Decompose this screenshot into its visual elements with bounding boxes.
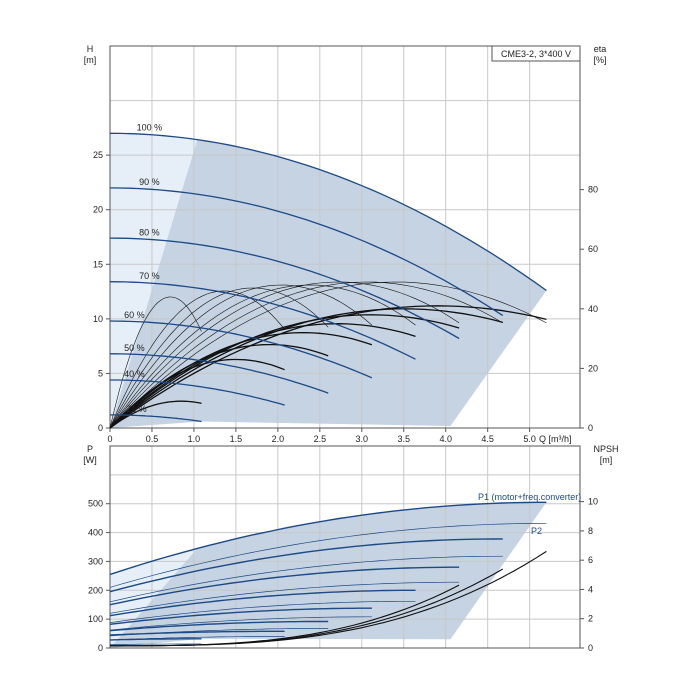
p1-series-label: P1 (motor+freq.converter) xyxy=(478,492,581,502)
p2-power-curve xyxy=(110,643,202,645)
p1-power-curve xyxy=(109,589,416,617)
total-efficiency-curve xyxy=(109,305,547,429)
p1-power-curve xyxy=(109,620,329,632)
bottom-y-left-tick-label: 200 xyxy=(88,585,103,595)
head-curve xyxy=(109,132,547,292)
top-x-tick-label: 2.5 xyxy=(314,434,327,444)
bottom-y-left-tick-label: 100 xyxy=(88,614,103,624)
p2-power-curve xyxy=(109,581,460,614)
p2-power-curve xyxy=(109,616,372,631)
top-x-tick-label: 3.0 xyxy=(356,434,369,444)
top-y-left-unit: [m] xyxy=(84,55,97,65)
p2-series-label: P2 xyxy=(531,526,542,536)
top-y-right-tick-label: 60 xyxy=(588,244,598,254)
top-y-right-tick-label: 0 xyxy=(588,423,593,433)
bottom-y-right-tick-label: 8 xyxy=(588,526,593,536)
head-curve xyxy=(110,414,202,423)
p2-power-curve xyxy=(109,600,416,623)
top-y-left-label: H xyxy=(87,44,94,54)
pump-efficiency-curve xyxy=(109,296,202,429)
top-y-left-tick-label: 5 xyxy=(98,368,103,378)
bottom-y-left-tick-label: 500 xyxy=(88,499,103,509)
bottom-y-right-tick-label: 0 xyxy=(588,643,593,653)
head-curve-label: 50 % xyxy=(124,343,145,353)
head-curve-label: 60 % xyxy=(124,310,145,320)
top-y-left-tick-label: 25 xyxy=(93,150,103,160)
top-x-tick-label: 0 xyxy=(107,434,112,444)
head-curve-label: 100 % xyxy=(137,122,163,132)
pump-efficiency-curve xyxy=(109,281,460,429)
head-efficiency-panel: 0 0.5 1.0 1.5 2.0 2.5 3.0 3.5 4.0 4.5 5.0 0 5 10 15 20 2… xyxy=(84,44,607,444)
head-curve-label: 21 % xyxy=(126,404,147,414)
pump-efficiency-curve xyxy=(109,284,373,429)
total-efficiency-curve xyxy=(109,358,285,429)
top-x-tick-label: 5.0 xyxy=(523,434,536,444)
top-x-tick-label: 0.5 xyxy=(146,434,159,444)
p1-power-curve xyxy=(109,566,460,606)
top-x-tick-label: 4.0 xyxy=(439,434,452,444)
pump-efficiency-curve xyxy=(109,287,329,429)
top-y-left-tick-label: 15 xyxy=(93,259,103,269)
head-curve xyxy=(110,379,285,406)
model-label-box: CME3-2, 3*400 V xyxy=(491,45,581,62)
bottom-y-right-tick-label: 6 xyxy=(588,555,593,565)
bottom-y-right-tick-label: 4 xyxy=(588,584,593,594)
head-curve xyxy=(109,187,504,317)
pump-efficiency-curve xyxy=(109,284,416,429)
bottom-plot-frame xyxy=(109,445,581,649)
top-x-axis-label: Q [m³/h] xyxy=(539,434,572,444)
head-curve xyxy=(109,237,460,340)
total-efficiency-curve xyxy=(109,323,416,429)
head-curve-label: 90 % xyxy=(139,177,160,187)
top-x-tick-label: 1.5 xyxy=(230,434,243,444)
head-curve xyxy=(109,281,416,360)
p1-power-curve xyxy=(109,630,285,636)
top-y-right-tick-label: 40 xyxy=(588,304,598,314)
top-y-right-tick-label: 20 xyxy=(588,363,598,373)
top-x-tick-label: 2.0 xyxy=(272,434,285,444)
bottom-y-left-tick-label: 300 xyxy=(88,556,103,566)
top-y-right-tick-label: 80 xyxy=(588,185,598,195)
top-x-tick-label: 4.5 xyxy=(481,434,494,444)
pump-efficiency-curve xyxy=(109,290,285,429)
pump-efficiency-curve xyxy=(109,281,503,429)
p2-power-curve xyxy=(109,522,547,588)
top-y-right-label: eta xyxy=(594,44,607,54)
power-range-fill xyxy=(110,502,547,648)
head-curve xyxy=(109,320,373,379)
head-curve-label: 80 % xyxy=(139,227,160,237)
npsh-curve xyxy=(110,584,460,647)
p1-power-curve xyxy=(109,607,372,625)
power-range-light-fill xyxy=(110,548,198,648)
p1-power-curve xyxy=(109,501,547,576)
bottom-y-right-label: NPSH xyxy=(593,444,618,454)
top-y-left-tick-label: 0 xyxy=(98,423,103,433)
p1-power-curve xyxy=(110,638,202,641)
pump-efficiency-curve xyxy=(109,281,547,429)
top-x-tick-label: 3.5 xyxy=(397,434,410,444)
model-label: CME3-2, 3*400 V xyxy=(501,49,571,59)
top-y-right-unit: [%] xyxy=(593,55,606,65)
p1-power-curve xyxy=(109,538,503,593)
bottom-y-left-tick-label: 0 xyxy=(98,643,103,653)
bottom-y-right-tick-label: 2 xyxy=(588,614,593,624)
top-x-tick-label: 1.0 xyxy=(188,434,201,444)
power-npsh-panel: 0 100 200 300 400 500 0 2 4 6 8 10 P[W] NPSH[m] P1 (mo… xyxy=(83,444,618,653)
total-efficiency-curve xyxy=(109,400,202,429)
p2-power-curve xyxy=(109,555,503,603)
bottom-y-left-tick-label: 400 xyxy=(88,528,103,538)
top-y-left-tick-label: 10 xyxy=(93,314,103,324)
bottom-y-right-unit: [m] xyxy=(600,455,613,465)
bottom-y-right-tick-label: 10 xyxy=(588,497,598,507)
head-curve-label: 70 % xyxy=(139,271,160,281)
head-curve xyxy=(110,353,329,394)
bottom-y-left-unit: [W] xyxy=(83,455,97,465)
total-efficiency-curve xyxy=(109,332,373,429)
top-y-left-tick-label: 20 xyxy=(93,205,103,215)
model-label-frame xyxy=(491,45,581,62)
head-curve-label: 40 % xyxy=(124,369,145,379)
bottom-y-left-label: P xyxy=(87,444,93,454)
top-plot-frame xyxy=(109,45,581,429)
